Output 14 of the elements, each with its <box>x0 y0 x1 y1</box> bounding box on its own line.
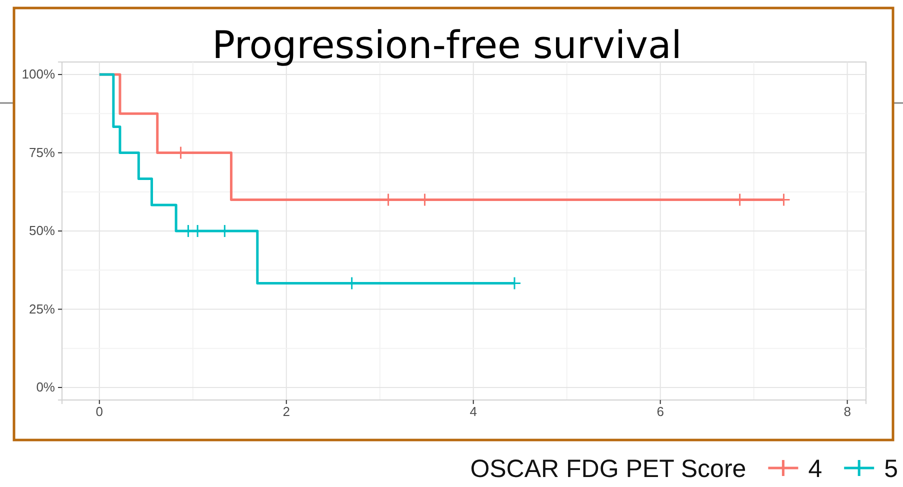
legend-title: OSCAR FDG PET Score <box>470 455 746 483</box>
x-tick-label: 0 <box>96 404 104 420</box>
y-tick-label: 100% <box>22 66 56 82</box>
y-tick-label: 75% <box>28 144 56 160</box>
y-tick-label: 0% <box>36 380 56 395</box>
legend-label: 4 <box>808 455 822 483</box>
y-tick-label: 50% <box>28 223 56 238</box>
x-tick-label: 2 <box>282 404 290 420</box>
x-tick-label: 8 <box>844 404 851 420</box>
legend-label: 5 <box>884 455 898 483</box>
chart-title: Progression-free survival <box>212 23 682 67</box>
x-tick-label: 4 <box>470 404 477 420</box>
y-tick-label: 25% <box>28 301 56 316</box>
x-tick-label: 6 <box>656 404 664 420</box>
